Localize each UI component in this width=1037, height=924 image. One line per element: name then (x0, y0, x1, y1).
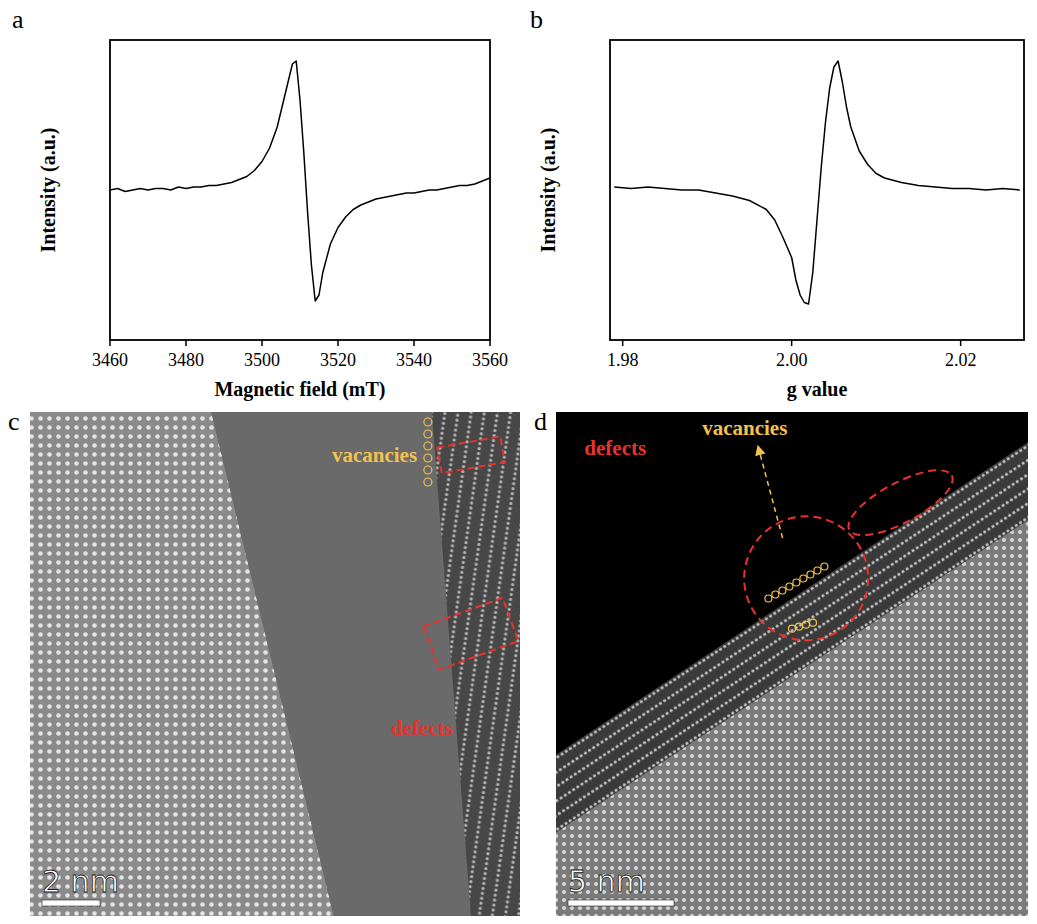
x-tick-label: 3460 (92, 350, 128, 370)
defect-circle (744, 516, 868, 640)
lattice-region (556, 520, 1028, 916)
y-axis-title: Intensity (a.u.) (37, 127, 60, 252)
x-tick-label: 3540 (396, 350, 432, 370)
annotation: vacancies (332, 443, 417, 467)
panel-label: d (534, 407, 547, 436)
vacancy-marker (803, 621, 810, 628)
chart-panel: b 1.98 2.00 2.02 g value Intensity (a.u.) (530, 5, 1024, 401)
vacancy-marker (424, 418, 432, 426)
x-tick-label: 2.02 (945, 350, 977, 370)
plot-data (614, 61, 1020, 304)
vacancy-marker (814, 567, 821, 574)
vacancy-marker (796, 623, 803, 630)
vacancy-marker (800, 575, 807, 582)
x-axis-title: g value (787, 378, 848, 401)
spectrum-line (110, 61, 490, 301)
vacancy-marker (810, 619, 817, 626)
vacancy-marker (424, 442, 432, 450)
x-axis-title: Magnetic field (mT) (214, 378, 385, 401)
layered-region (556, 442, 1028, 916)
x-tick-label: 3560 (472, 350, 508, 370)
image-bg (556, 412, 1028, 916)
x-tick-label: 3520 (320, 350, 356, 370)
layered-region (432, 412, 520, 916)
x-tick-label: 2.00 (776, 350, 808, 370)
vacancy-marker (424, 430, 432, 438)
scale-bar (42, 900, 100, 906)
vacancy-marker (765, 595, 772, 602)
annotation: vacancies (702, 416, 787, 440)
scale-bar-label: 5 nm (568, 864, 645, 899)
plot-frame (110, 40, 490, 340)
vacancy-marker (789, 625, 796, 632)
vacancy-marker (424, 454, 432, 462)
stem-panel: d defects vacancies 5 nm (534, 407, 1028, 916)
vacancy-marker (807, 571, 814, 578)
defect-ellipse (840, 458, 961, 548)
y-axis-title: Intensity (a.u.) (537, 127, 560, 252)
vacancy-marker (821, 563, 828, 570)
vacancy-marker (779, 587, 786, 594)
vacancy-arrow (759, 450, 783, 538)
scale-bar-label: 2 nm (42, 864, 119, 899)
vacancy-marker (772, 591, 779, 598)
x-tick-label: 3480 (168, 350, 204, 370)
vacancy-marker (793, 579, 800, 586)
x-tick-label: 3500 (244, 350, 280, 370)
image-bg (30, 412, 520, 916)
x-tick-label: 1.98 (607, 350, 639, 370)
defect-box (437, 436, 505, 473)
figure: a 3460 3480 3500 3520 3540 3560 Magnetic field … (0, 0, 1037, 924)
stem-panel: c vacancies defects 2 nm (8, 407, 520, 916)
vacancy-marker (786, 583, 793, 590)
stem-image (556, 412, 1028, 916)
annotation: defects (391, 716, 453, 740)
panel-label: b (530, 5, 543, 34)
scale-bar (568, 900, 674, 906)
panel-label: c (8, 407, 20, 436)
defect-box (424, 598, 519, 670)
vacancy-marker (424, 466, 432, 474)
plot-data (110, 61, 490, 301)
annotation: defects (584, 436, 646, 460)
stem-image (30, 412, 520, 916)
vacancy-marker (424, 478, 432, 486)
chart-panel: a 3460 3480 3500 3520 3540 3560 Magnetic field … (12, 5, 508, 401)
panel-label: a (12, 5, 24, 34)
plot-frame (610, 40, 1024, 340)
spectrum-line (614, 61, 1020, 304)
amorphous-band (211, 412, 471, 916)
